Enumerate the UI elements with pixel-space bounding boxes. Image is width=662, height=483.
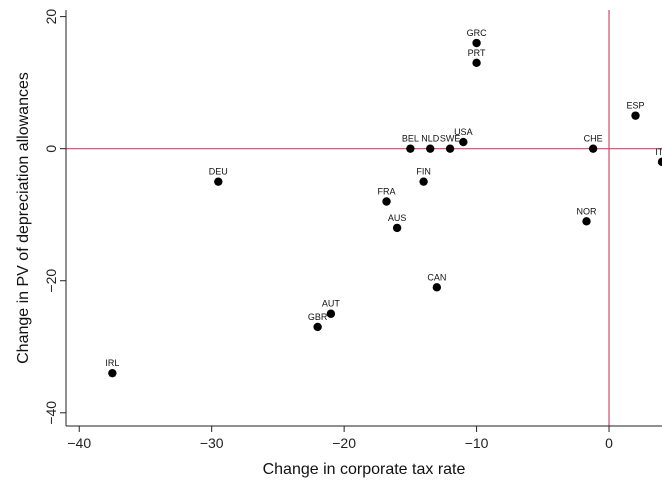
data-point-label: GBR (308, 312, 328, 322)
data-point (588, 144, 598, 153)
data-point-label: USA (454, 127, 473, 137)
data-point (108, 368, 117, 378)
data-point-label: NOR (577, 206, 598, 216)
data-point (214, 177, 223, 186)
x-tick-label: −40 (67, 435, 91, 451)
data-point-label: SWE (440, 134, 461, 144)
y-tick-label: −40 (43, 401, 59, 425)
data-point-label: DEU (209, 167, 228, 177)
x-axis-title: Change in corporate tax rate (263, 461, 466, 478)
data-point-label: IRL (105, 358, 119, 368)
data-point-label: GRC (467, 28, 488, 38)
y-ticks: −40 −20 0 20 (43, 9, 66, 425)
y-tick-label: −20 (43, 269, 59, 293)
data-point-label: ESP (627, 101, 645, 111)
x-tick-label: −10 (465, 435, 489, 451)
x-tick-label: −30 (200, 435, 224, 451)
y-axis-title: Change in PV of depreciation allowances (15, 72, 32, 364)
data-point-label: AUT (322, 299, 341, 309)
data-point (326, 309, 336, 318)
y-tick-label: 20 (43, 9, 59, 25)
data-point-label: FIN (416, 167, 431, 177)
data-point (313, 322, 322, 332)
x-ticks: −40 −30 −20 −10 0 (67, 426, 613, 451)
data-point-label: PRT (468, 48, 486, 58)
data-point (472, 58, 481, 68)
data-point (406, 144, 415, 153)
data-point (472, 38, 481, 48)
data-points (108, 38, 662, 378)
data-point-label: BEL (402, 134, 419, 144)
axes (65, 10, 662, 427)
data-point-label: CAN (427, 272, 446, 282)
x-tick-label: 0 (605, 435, 613, 451)
x-tick-label: −20 (332, 435, 356, 451)
data-point (426, 144, 435, 153)
data-point (459, 137, 468, 147)
data-point-label: AUS (388, 213, 407, 223)
data-point-label: CHE (584, 134, 603, 144)
data-point (419, 177, 428, 186)
data-point-label: ITA (655, 147, 662, 157)
data-point (631, 111, 640, 120)
data-point-label: FRA (378, 186, 396, 196)
data-point (445, 144, 455, 153)
reference-lines (66, 10, 662, 426)
data-point (432, 283, 442, 292)
data-point (392, 223, 402, 233)
data-point (582, 217, 591, 226)
y-tick-label: 0 (43, 145, 59, 153)
data-point (657, 157, 662, 167)
data-point-label: NLD (421, 134, 440, 144)
data-point (382, 197, 391, 206)
